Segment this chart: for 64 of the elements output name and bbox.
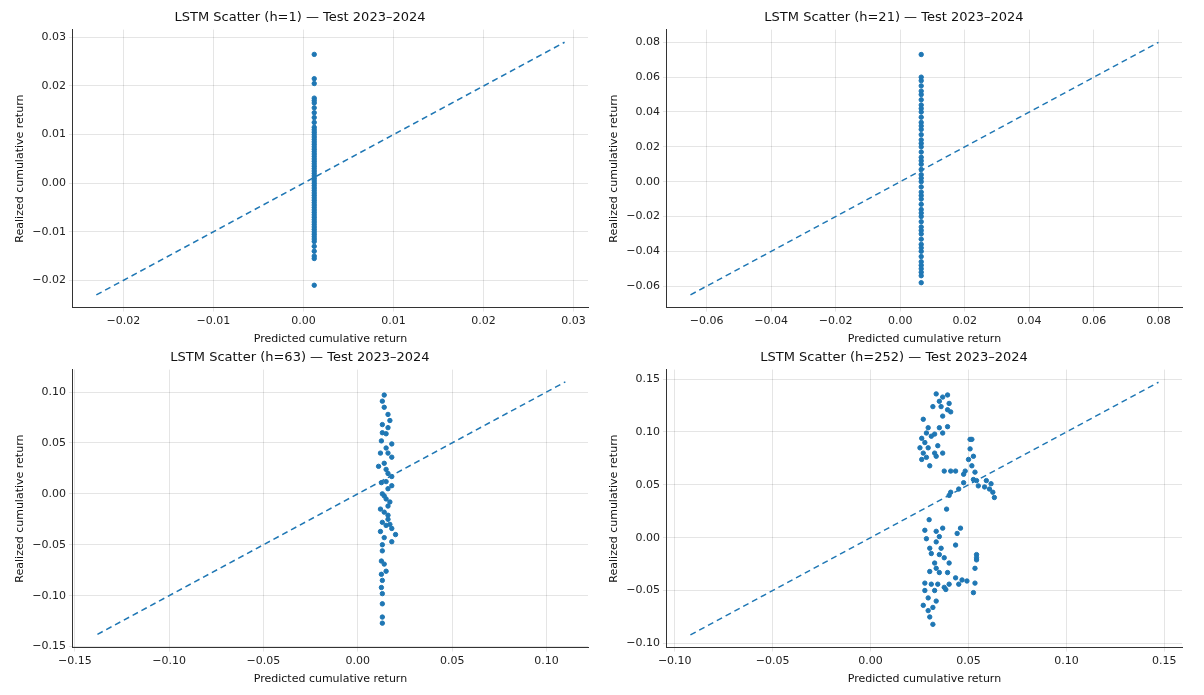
x-tick-label: 0.03 — [561, 314, 586, 328]
x-tick-label: 0.04 — [1017, 314, 1042, 328]
y-tick-label: 0.01 — [41, 127, 66, 141]
x-tick-label: 0.05 — [439, 654, 465, 668]
x-tick-label: −0.10 — [657, 654, 692, 668]
x-tick-label: 0.08 — [1146, 314, 1171, 328]
y-tick-label: −0.02 — [32, 273, 66, 287]
x-tick-label: 0.15 — [1152, 654, 1177, 668]
y-axis-title: Realized cumulative return — [13, 434, 27, 583]
y-tick-label: 0.05 — [41, 435, 66, 449]
x-tick-label: 0.10 — [1054, 654, 1079, 668]
x-axis-title: Predicted cumulative return — [847, 672, 1002, 686]
y-tick-label: 0.00 — [635, 174, 660, 188]
y-tick-label: −0.02 — [626, 209, 660, 223]
y-tick-label: 0.15 — [635, 371, 660, 385]
y-tick-label: 0.00 — [41, 176, 66, 190]
y-tick-label: 0.08 — [635, 35, 660, 49]
y-axis-title: Realized cumulative return — [607, 94, 621, 243]
y-tick-label: 0.00 — [635, 530, 660, 544]
y-tick-label: −0.05 — [32, 537, 66, 551]
y-tick-label: −0.10 — [626, 636, 660, 650]
x-tick-label: −0.01 — [196, 314, 231, 328]
x-tick-label: −0.10 — [152, 654, 186, 668]
x-axis-title: Predicted cumulative return — [253, 672, 408, 686]
y-tick-label: −0.15 — [32, 639, 66, 653]
y-tick-label: −0.05 — [626, 583, 660, 597]
x-tick-label: 0.00 — [888, 314, 913, 328]
y-tick-label: 0.02 — [635, 139, 660, 153]
y-tick-label: 0.04 — [635, 104, 660, 118]
x-tick-label: 0.10 — [534, 654, 559, 668]
y-tick-label: 0.06 — [635, 70, 660, 84]
x-tick-label: 0.06 — [1081, 314, 1107, 328]
x-tick-label: −0.06 — [689, 314, 724, 328]
y-tick-label: 0.10 — [41, 384, 66, 398]
x-tick-label: 0.05 — [956, 654, 981, 668]
y-tick-label: −0.04 — [626, 244, 660, 258]
x-tick-label: −0.02 — [106, 314, 141, 328]
y-tick-label: 0.05 — [635, 477, 660, 491]
x-tick-label: 0.00 — [858, 654, 883, 668]
x-tick-label: 0.00 — [345, 654, 371, 668]
x-tick-label: 0.00 — [291, 314, 316, 328]
x-tick-label: −0.15 — [57, 654, 92, 668]
y-tick-label: 0.03 — [41, 30, 66, 44]
chart-title: LSTM Scatter (h=1) — Test 2023–2024 — [174, 9, 426, 25]
chart-title: LSTM Scatter (h=252) — Test 2023–2024 — [760, 349, 1028, 365]
x-axis-title: Predicted cumulative return — [847, 332, 1002, 346]
x-tick-label: 0.02 — [952, 314, 978, 328]
x-tick-label: −0.05 — [755, 654, 790, 668]
chart-title: LSTM Scatter (h=63) — Test 2023–2024 — [170, 349, 430, 365]
y-axis-title: Realized cumulative return — [13, 94, 27, 243]
x-axis-title: Predicted cumulative return — [253, 332, 408, 346]
x-tick-label: −0.02 — [818, 314, 853, 328]
x-tick-label: −0.04 — [754, 314, 789, 328]
y-tick-label: 0.10 — [635, 424, 660, 438]
x-tick-label: −0.05 — [246, 654, 281, 668]
y-tick-label: 0.02 — [41, 78, 66, 92]
y-axis-title: Realized cumulative return — [607, 434, 621, 583]
y-tick-label: −0.10 — [32, 588, 66, 602]
x-tick-label: 0.02 — [471, 314, 496, 328]
y-tick-label: 0.00 — [41, 486, 66, 500]
y-tick-label: −0.06 — [626, 279, 660, 293]
y-tick-label: −0.01 — [32, 224, 66, 238]
chart-title: LSTM Scatter (h=21) — Test 2023–2024 — [764, 9, 1024, 25]
x-tick-label: 0.01 — [381, 314, 406, 328]
